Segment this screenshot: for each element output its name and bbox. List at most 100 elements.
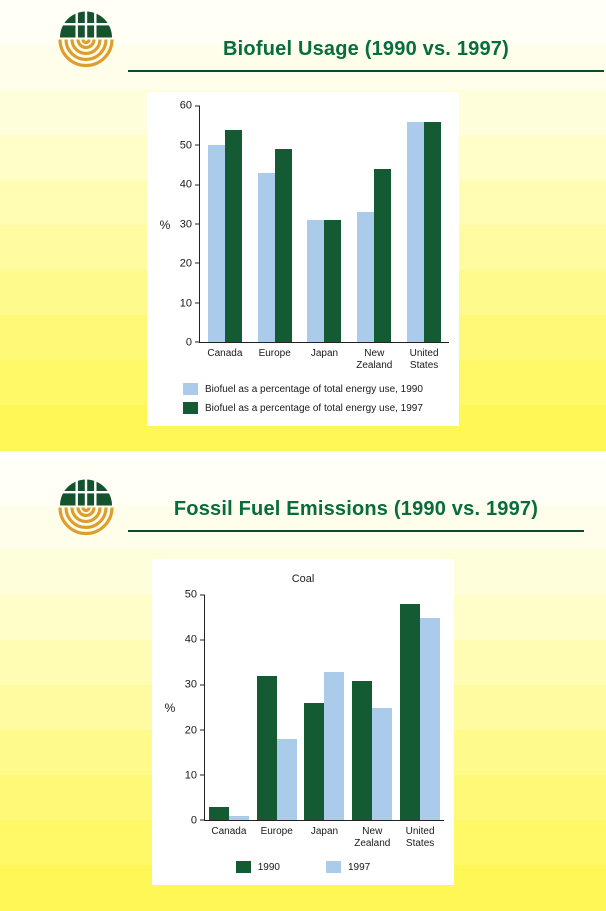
bar: [324, 220, 342, 342]
logo-dome: [59, 8, 113, 38]
bar: [324, 671, 345, 820]
plot-row: 0 10 20 30 40 50: [178, 589, 444, 826]
x-category-label: New Zealand: [356, 348, 393, 371]
bar: [307, 220, 325, 342]
x-category-label: Japan: [310, 826, 339, 837]
y-tick-mark: [200, 819, 205, 821]
legend-label: 1997: [348, 861, 371, 873]
bar: [276, 739, 297, 820]
bar-group: [200, 106, 250, 342]
coal-chart-panel: Coal% 0 10 20 30 40 50 Canada Europe Japan New Zea…: [152, 559, 454, 885]
globe-logo: [58, 476, 114, 536]
y-tick-label: 10: [184, 769, 197, 782]
biofuel-chart-panel: % 0 10 20 30 40 50 60 Canada Europe Japan New Zeala…: [147, 92, 459, 426]
x-category-label: Canada: [211, 826, 247, 837]
y-tick-mark: [200, 729, 205, 731]
y-axis-tick-labels: 0 10 20 30 40 50 60: [173, 100, 199, 348]
biofuel-usage-chart: % 0 10 20 30 40 50 60 Canada Europe Japan New Zeala…: [157, 100, 449, 414]
y-tick-mark: [195, 262, 200, 264]
slide-header: Biofuel Usage (1990 vs. 1997): [0, 0, 606, 72]
legend-item: 1997: [326, 861, 370, 873]
bar-group: [300, 106, 350, 342]
bar: [304, 703, 325, 820]
bar-group: [399, 106, 449, 342]
chart-body: % 0 10 20 30 40 50 Canada Europe Japan New Zealand…: [162, 589, 444, 850]
bar-group: [396, 595, 444, 820]
y-tick-mark: [200, 594, 205, 596]
bar: [208, 806, 229, 820]
chart-title: Coal: [291, 573, 315, 585]
y-axis-label: %: [164, 701, 176, 715]
bar: [357, 212, 375, 342]
logo-sun-arcs: [58, 507, 114, 536]
legend-label: Biofuel as a percentage of total energy …: [205, 383, 423, 395]
y-tick-mark: [200, 684, 205, 686]
legend-label: Biofuel as a percentage of total energy …: [205, 402, 423, 414]
bar-group: [301, 595, 349, 820]
title-underline: Fossil Fuel Emissions (1990 vs. 1997): [128, 460, 584, 532]
y-tick-label: 30: [184, 678, 197, 691]
y-axis-tick-labels: 0 10 20 30 40 50: [178, 589, 204, 826]
bar: [352, 680, 373, 820]
y-tick-label: 0: [185, 336, 192, 349]
bar: [274, 149, 292, 342]
bar-group: [349, 106, 399, 342]
legend-item: Biofuel as a percentage of total energy …: [183, 402, 449, 414]
y-tick-mark: [195, 341, 200, 343]
bar-group: [253, 595, 301, 820]
y-tick-mark: [195, 302, 200, 304]
y-tick-label: 50: [179, 139, 192, 151]
y-tick-mark: [200, 639, 205, 641]
title-underline: Biofuel Usage (1990 vs. 1997): [128, 0, 604, 72]
y-tick-mark: [200, 774, 205, 776]
slide-title: Biofuel Usage (1990 vs. 1997): [223, 38, 509, 60]
y-tick-label: 40: [184, 633, 197, 646]
legend: Biofuel as a percentage of total energy …: [157, 383, 449, 414]
bar: [207, 145, 225, 342]
legend: 1990 1997: [162, 861, 444, 873]
legend-label: 1990: [257, 861, 280, 873]
x-axis-labels: Canada Europe Japan New Zealand United State…: [205, 826, 444, 850]
bar: [424, 121, 442, 342]
x-category-label: Japan: [310, 348, 339, 359]
y-tick-label: 20: [184, 724, 197, 737]
chart-column: 0 10 20 30 40 50 60 Canada Europe Japan New Zealan…: [173, 100, 449, 372]
bar: [420, 617, 441, 820]
y-axis-label: %: [159, 217, 171, 232]
legend-swatch: [235, 861, 251, 873]
y-tick-mark: [195, 105, 200, 107]
y-tick-mark: [195, 144, 200, 146]
legend-swatch: [183, 402, 198, 414]
y-tick-label: 50: [184, 588, 197, 601]
bar: [257, 172, 275, 342]
plot-row: 0 10 20 30 40 50 60: [173, 100, 449, 348]
plot-area: [200, 594, 444, 821]
y-tick-label: 30: [179, 218, 192, 230]
coal-emissions-chart: Coal% 0 10 20 30 40 50 Canada Europe Japan New Zea…: [162, 573, 444, 873]
chart-column: 0 10 20 30 40 50 Canada Europe Japan New Zealand U…: [178, 589, 444, 850]
bar: [400, 604, 421, 820]
x-category-label: Canada: [207, 348, 243, 359]
x-category-label: United States: [409, 348, 439, 371]
y-tick-label: 0: [190, 814, 197, 827]
plot-area: [195, 105, 449, 343]
legend-swatch: [183, 383, 198, 395]
bar: [256, 676, 277, 820]
x-category-label: Europe: [258, 348, 291, 359]
y-tick-label: 10: [179, 297, 192, 310]
bar-group: [205, 595, 253, 820]
slide-fossil-fuel-emissions: Fossil Fuel Emissions (1990 vs. 1997) Co…: [0, 460, 606, 911]
x-category-label: Europe: [260, 826, 293, 837]
chart-body: % 0 10 20 30 40 50 60 Canada Europe Japan New Zeala…: [157, 100, 449, 372]
slide-title: Fossil Fuel Emissions (1990 vs. 1997): [173, 498, 539, 520]
y-tick-label: 20: [179, 257, 192, 270]
legend-swatch: [326, 861, 341, 873]
bar-group: [250, 106, 300, 342]
logo-dome: [59, 476, 113, 506]
bar: [407, 121, 425, 342]
x-category-label: New Zealand: [354, 826, 391, 849]
y-tick-mark: [195, 184, 200, 186]
slide-header: Fossil Fuel Emissions (1990 vs. 1997): [0, 460, 606, 536]
bar: [372, 707, 393, 820]
x-axis-labels: Canada Europe Japan New Zealand United State…: [200, 348, 449, 372]
